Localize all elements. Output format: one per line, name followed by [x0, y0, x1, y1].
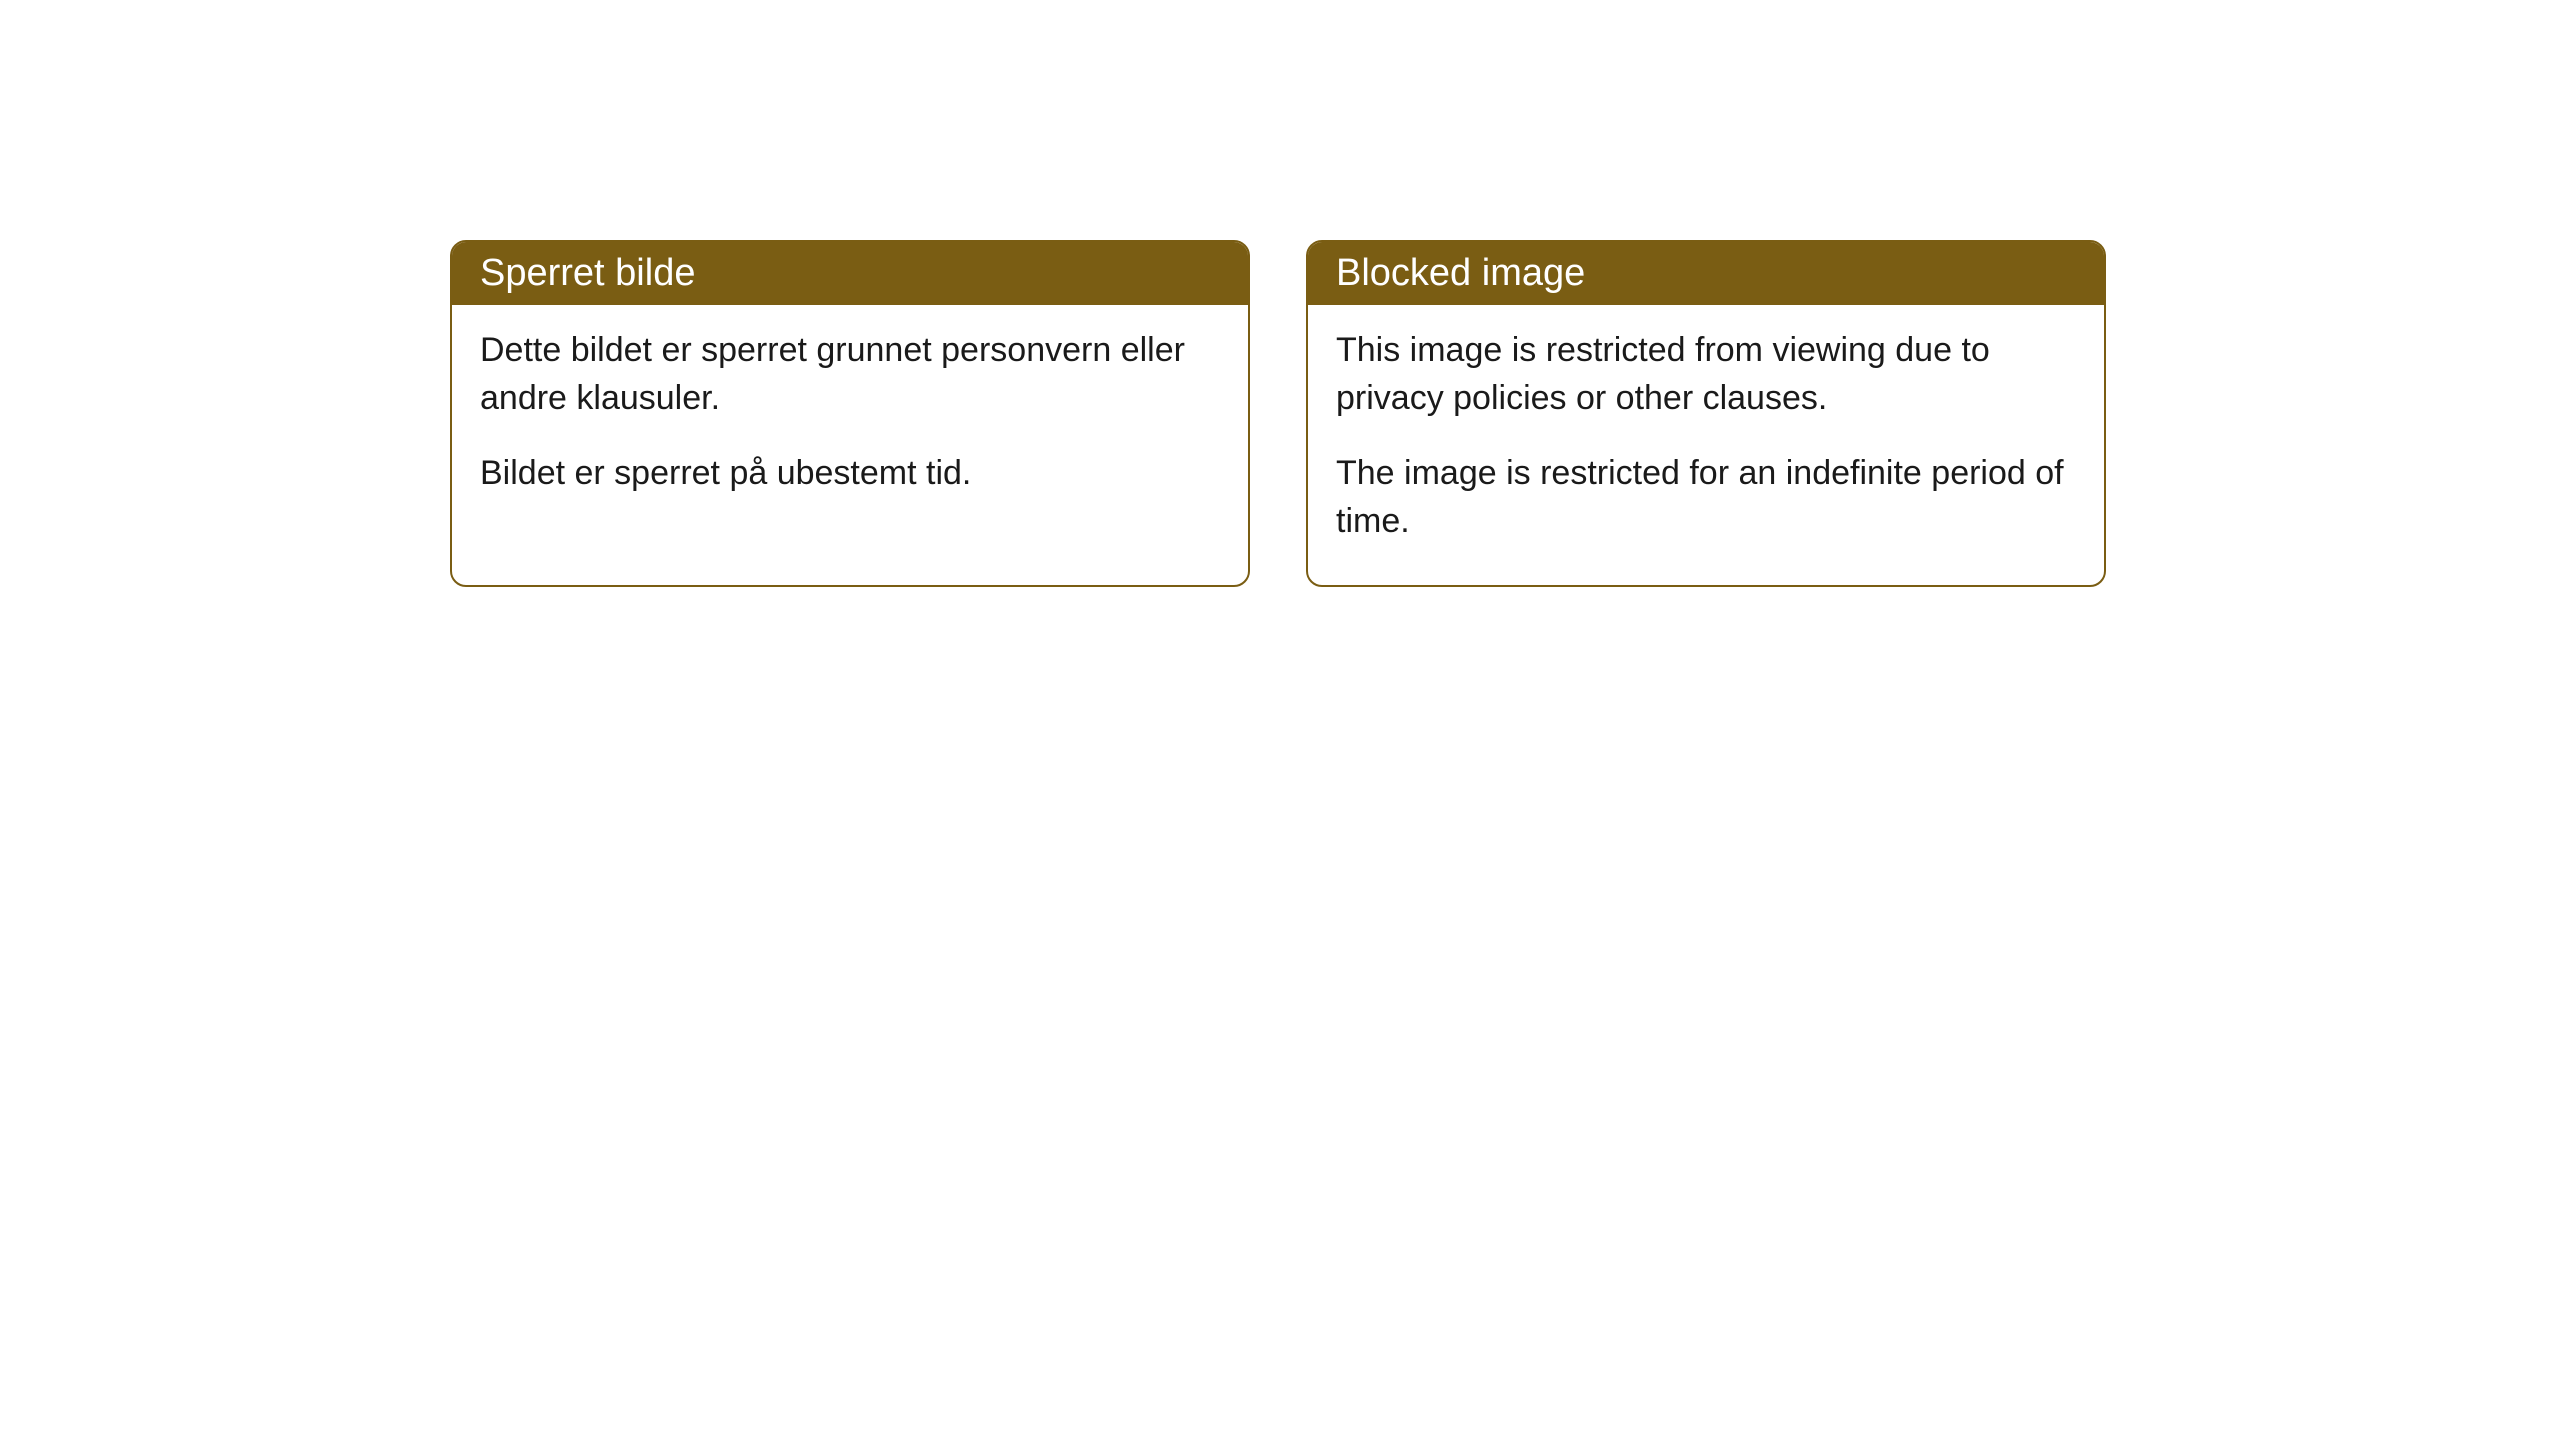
card-paragraph: Dette bildet er sperret grunnet personve… [480, 327, 1220, 422]
cards-container: Sperret bilde Dette bildet er sperret gr… [0, 0, 2560, 587]
blocked-image-card-english: Blocked image This image is restricted f… [1306, 240, 2106, 587]
card-header: Blocked image [1308, 242, 2104, 305]
card-body: Dette bildet er sperret grunnet personve… [452, 305, 1248, 538]
card-paragraph: This image is restricted from viewing du… [1336, 327, 2076, 422]
card-paragraph: The image is restricted for an indefinit… [1336, 450, 2076, 545]
card-title: Blocked image [1336, 252, 1585, 294]
blocked-image-card-norwegian: Sperret bilde Dette bildet er sperret gr… [450, 240, 1250, 587]
card-header: Sperret bilde [452, 242, 1248, 305]
card-body: This image is restricted from viewing du… [1308, 305, 2104, 585]
card-paragraph: Bildet er sperret på ubestemt tid. [480, 450, 1220, 498]
card-title: Sperret bilde [480, 252, 695, 294]
